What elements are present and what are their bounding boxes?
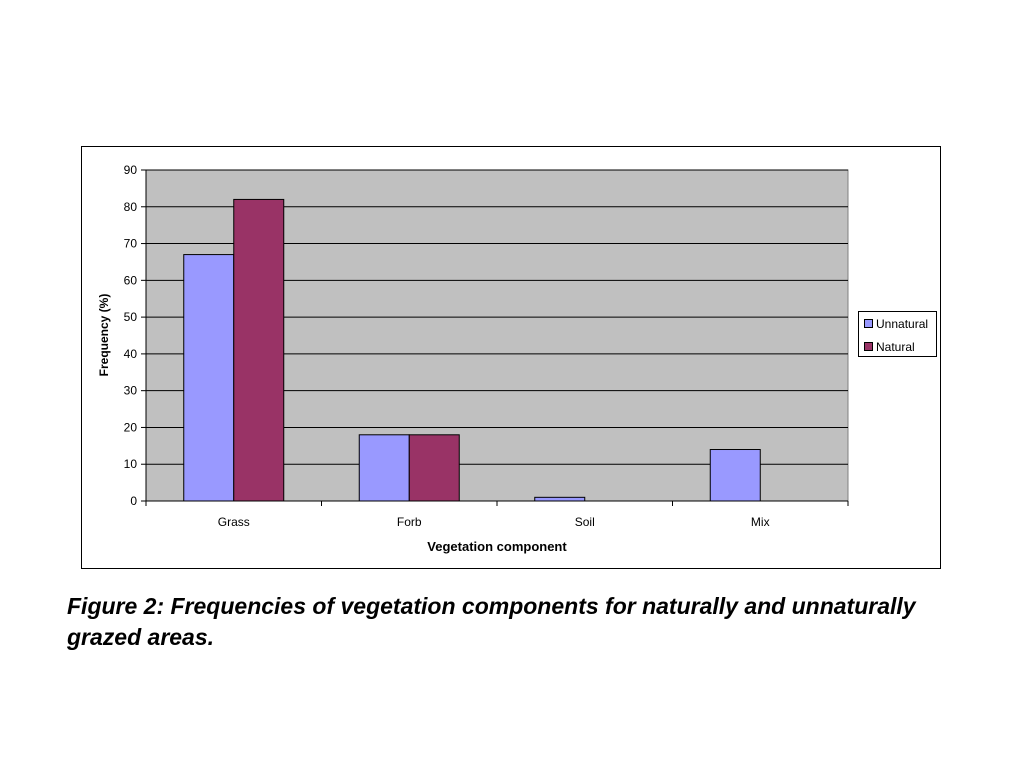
legend-label-natural: Natural — [876, 340, 915, 354]
y-tick-label: 0 — [130, 494, 137, 508]
y-tick-label: 30 — [124, 384, 138, 398]
bar-natural-grass — [233, 198, 285, 502]
x-axis-title: Vegetation component — [427, 539, 567, 554]
chart-frame: 0 10 20 30 40 50 60 70 80 90 Grass Forb Soil Mix Vege… — [81, 146, 941, 569]
bars — [183, 198, 761, 502]
bar-unnatural-mix — [709, 449, 761, 502]
legend-swatch-natural — [864, 342, 873, 352]
y-tick-label: 70 — [124, 237, 138, 251]
x-tick-label: Soil — [575, 515, 595, 529]
bar-unnatural-forb — [358, 434, 410, 502]
figure-caption: Figure 2: Frequencies of vegetation comp… — [67, 593, 916, 650]
y-tick-label: 40 — [124, 347, 138, 361]
y-tick-label: 60 — [124, 273, 138, 287]
x-tick-label: Grass — [218, 515, 250, 529]
bar-unnatural-grass — [183, 254, 235, 502]
y-tick-label: 80 — [124, 200, 138, 214]
bar-chart: 0 10 20 30 40 50 60 70 80 90 Grass Forb Soil Mix Vege… — [97, 163, 849, 554]
axes: 0 10 20 30 40 50 60 70 80 90 Grass Forb Soil Mix — [124, 163, 849, 529]
x-tick-label: Mix — [751, 515, 770, 529]
y-axis-title: Frequency (%) — [97, 294, 111, 377]
bar-unnatural-soil — [534, 496, 586, 502]
x-tick-label: Forb — [397, 515, 422, 529]
legend-item-unnatural: Unnatural — [864, 317, 928, 331]
y-tick-label: 50 — [124, 310, 138, 324]
legend-swatch-unnatural — [864, 319, 873, 329]
legend-item-natural: Natural — [864, 340, 915, 354]
bar-natural-forb — [408, 434, 460, 502]
y-tick-label: 10 — [124, 457, 138, 471]
legend-label-unnatural: Unnatural — [876, 317, 929, 331]
y-tick-label: 20 — [124, 420, 138, 434]
legend: Unnatural Natural — [858, 311, 937, 357]
y-tick-label: 90 — [124, 163, 138, 177]
